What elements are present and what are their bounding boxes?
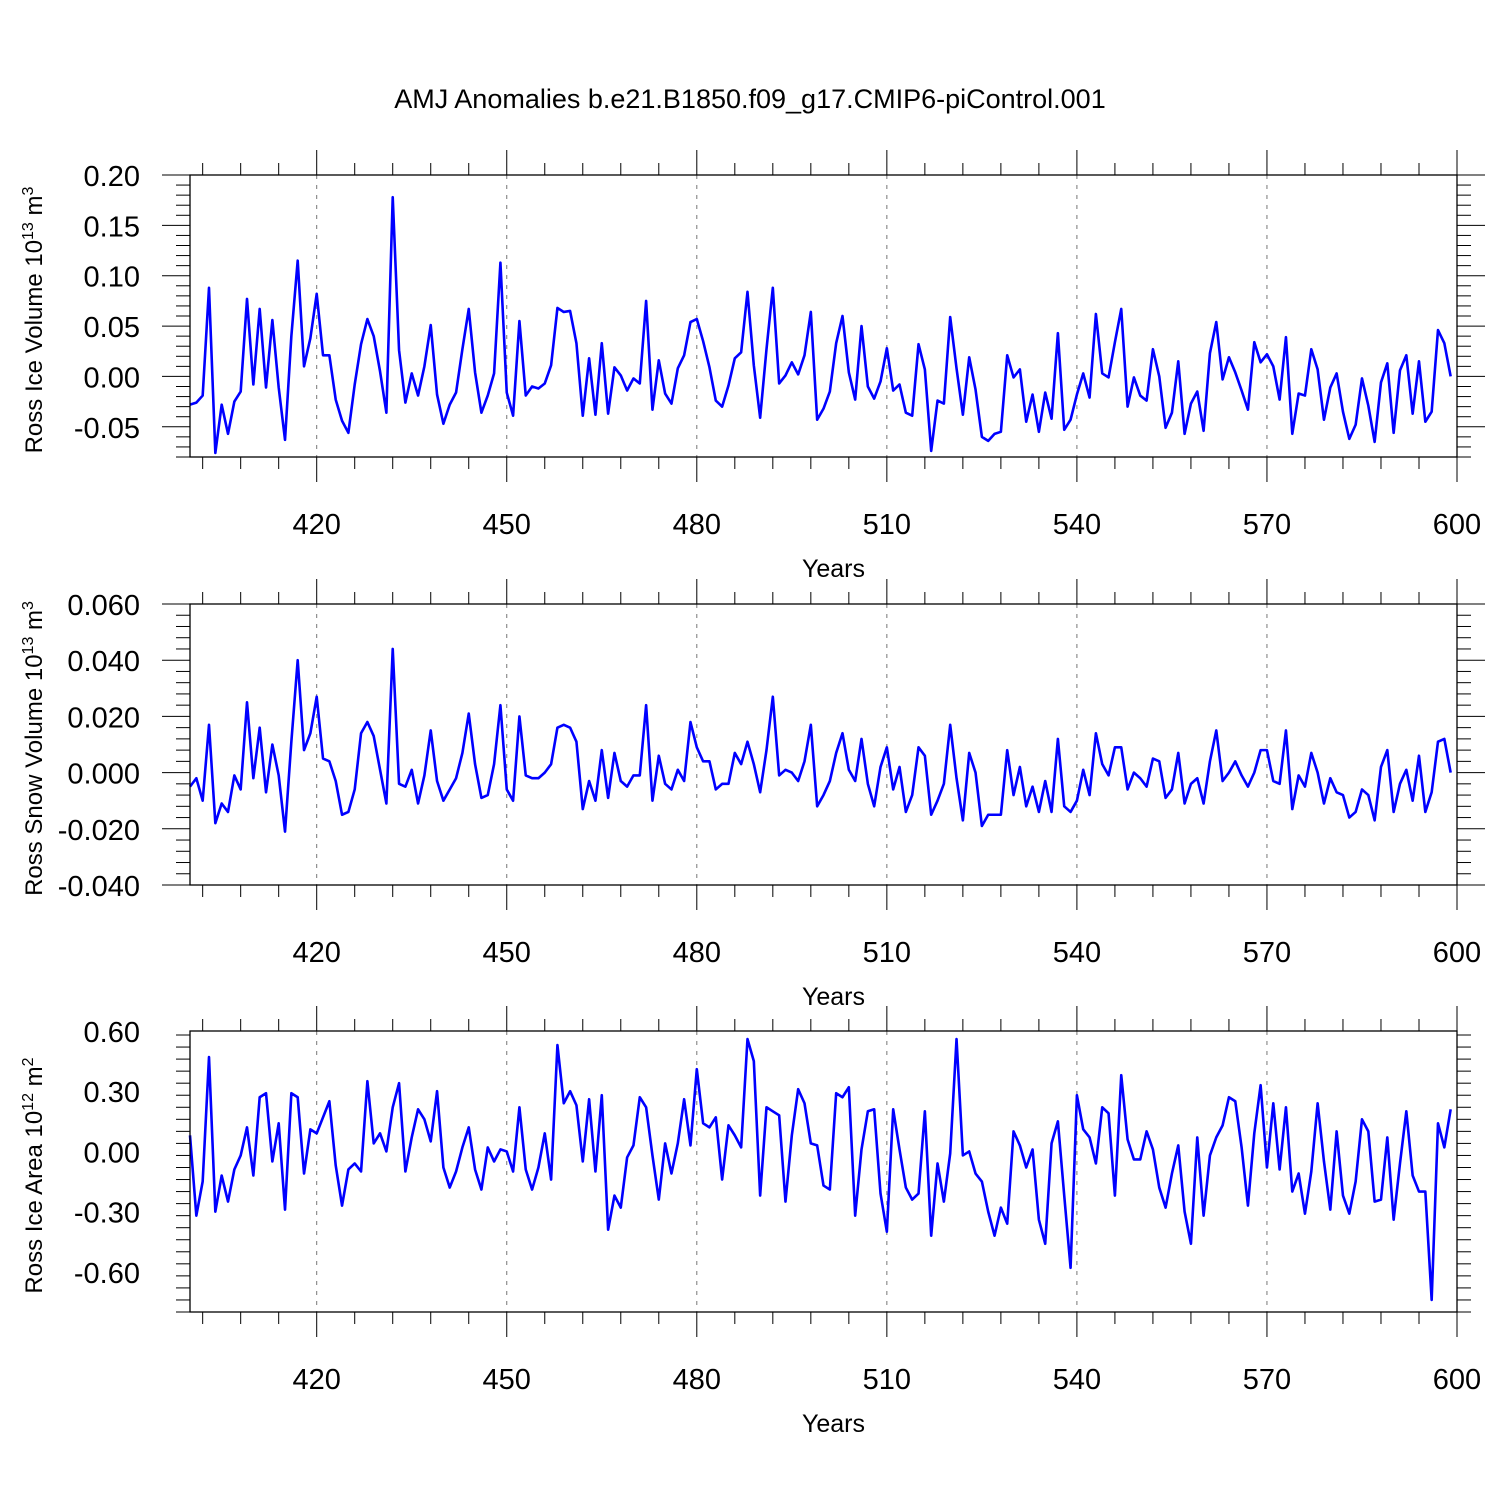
y-tick-label: 0.060 <box>67 590 140 622</box>
x-tick-label: 600 <box>1433 1364 1481 1396</box>
panel-ross-ice-volume: 0.20 0.15 0.10 0.05 0.00 -0.05 420 450 480 510 540… <box>20 150 1485 583</box>
x-tick-label: 450 <box>483 509 531 541</box>
x-tick-label: 480 <box>673 1364 721 1396</box>
y-tick-label: -0.30 <box>74 1198 140 1230</box>
x-tick-label: 480 <box>673 509 721 541</box>
x-tick-label: 480 <box>673 937 721 969</box>
x-tick-label: 600 <box>1433 509 1481 541</box>
plot-frame <box>189 603 1458 886</box>
x-tick-label: 540 <box>1053 937 1101 969</box>
x-tick-label: 570 <box>1243 1364 1291 1396</box>
y-tick-label: 0.040 <box>67 646 140 678</box>
x-tick-label: 510 <box>863 1364 911 1396</box>
y-tick-label: -0.020 <box>58 815 140 847</box>
y-tick-label: 0.30 <box>84 1077 140 1109</box>
y-axis-label: Ross Ice Area 1012 m2 <box>20 1057 48 1293</box>
x-axis-label: Years <box>802 983 865 1011</box>
y-tick-label: 0.020 <box>67 702 140 734</box>
y-tick-label: 0.15 <box>84 211 140 243</box>
x-tick-label: 510 <box>863 937 911 969</box>
x-tick-label: 450 <box>483 937 531 969</box>
y-tick-label: 0.000 <box>67 759 140 791</box>
x-tick-label: 420 <box>293 1364 341 1396</box>
x-tick-label: 420 <box>293 937 341 969</box>
y-tick-label: 0.05 <box>84 312 140 344</box>
x-tick-label: 570 <box>1243 509 1291 541</box>
x-tick-label: 600 <box>1433 937 1481 969</box>
x-tick-label: 420 <box>293 509 341 541</box>
figure-title: AMJ Anomalies b.e21.B1850.f09_g17.CMIP6-… <box>394 84 1106 114</box>
x-tick-label: 570 <box>1243 937 1291 969</box>
plot-frame <box>189 1030 1458 1313</box>
panel-ross-ice-area: 0.60 0.30 0.00 -0.30 -0.60 420 450 480 510 540 570… <box>20 1006 1481 1438</box>
y-tick-label: 0.00 <box>84 1137 140 1169</box>
y-tick-label: -0.05 <box>74 413 140 445</box>
y-axis-label: Ross Ice Volume 1013 m3 <box>20 186 48 453</box>
y-tick-label: 0.00 <box>84 362 140 394</box>
series-line-ross-snow-volume <box>188 647 1452 833</box>
series-line-ross-ice-volume <box>189 195 1452 455</box>
y-tick-label: 0.20 <box>84 161 140 193</box>
series-line-ross-ice-area <box>188 1037 1452 1302</box>
x-axis-label: Years <box>802 1410 865 1438</box>
y-tick-label: -0.040 <box>58 871 140 903</box>
x-axis-label: Years <box>802 555 865 583</box>
x-tick-label: 540 <box>1053 509 1101 541</box>
x-tick-label: 510 <box>863 509 911 541</box>
y-axis-label: Ross Snow Volume 1013 m3 <box>20 601 48 896</box>
y-tick-label: 0.10 <box>84 262 140 294</box>
y-tick-label: -0.60 <box>74 1258 140 1290</box>
panel-ross-snow-volume: 0.060 0.040 0.020 0.000 -0.020 -0.040 420 450 48… <box>20 579 1485 1011</box>
x-tick-label: 540 <box>1053 1364 1101 1396</box>
x-tick-label: 450 <box>483 1364 531 1396</box>
y-tick-label: 0.60 <box>84 1017 140 1049</box>
